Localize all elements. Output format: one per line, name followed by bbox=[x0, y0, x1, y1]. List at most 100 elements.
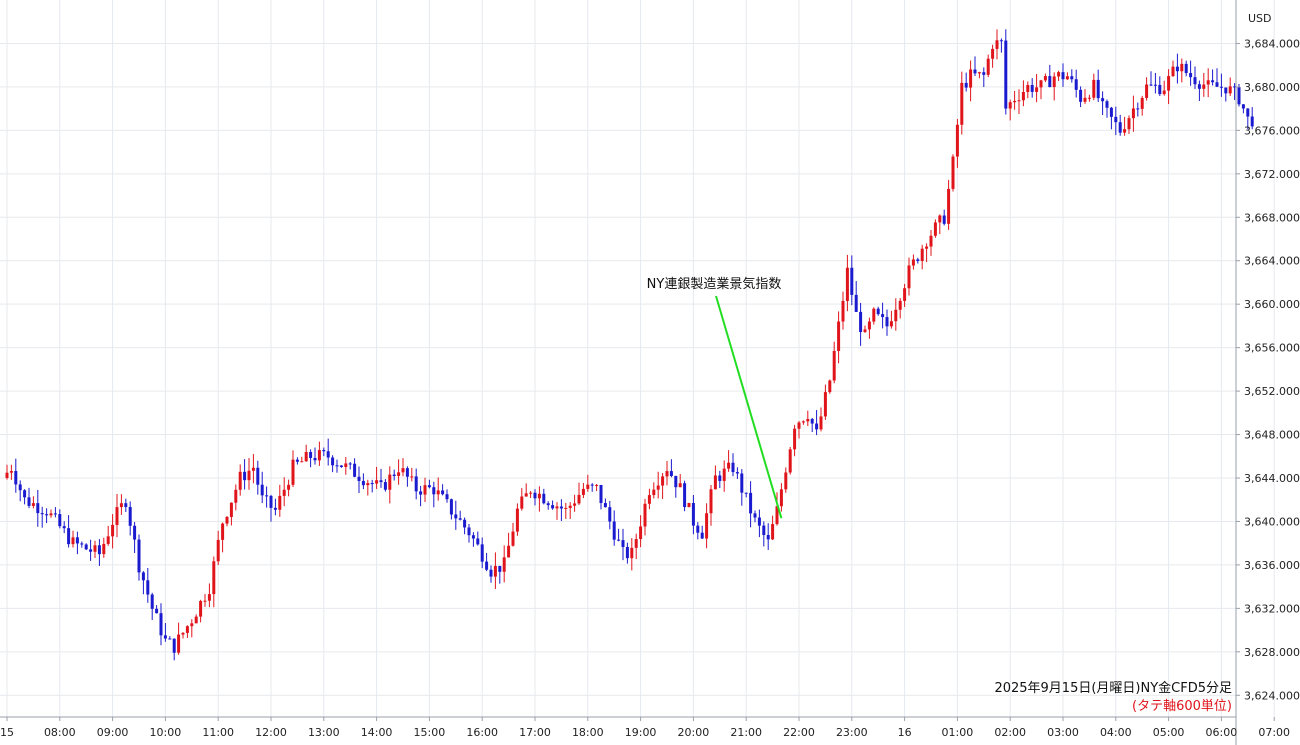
candle bbox=[999, 38, 1003, 53]
candle bbox=[977, 71, 981, 79]
candle bbox=[718, 470, 722, 489]
candle bbox=[1035, 74, 1039, 103]
candle bbox=[837, 311, 841, 364]
candle bbox=[97, 539, 101, 566]
candle bbox=[1079, 86, 1083, 108]
y-tick-label: 3,644.000 bbox=[1244, 472, 1300, 485]
candle bbox=[150, 592, 154, 621]
candle bbox=[229, 502, 233, 526]
candle bbox=[872, 307, 876, 325]
candle bbox=[432, 481, 436, 508]
candle bbox=[595, 484, 599, 492]
candle bbox=[801, 420, 805, 425]
candle bbox=[207, 583, 211, 608]
candle bbox=[493, 552, 497, 589]
candle bbox=[190, 619, 194, 638]
annotation-pointer-line bbox=[715, 295, 783, 519]
candle bbox=[119, 494, 123, 515]
candle bbox=[1061, 63, 1065, 87]
candle bbox=[1004, 29, 1008, 115]
candle bbox=[379, 468, 383, 488]
candle bbox=[951, 154, 955, 192]
candle bbox=[991, 44, 995, 68]
candle bbox=[586, 474, 590, 492]
candle bbox=[141, 571, 145, 595]
candle bbox=[1145, 77, 1149, 101]
candle bbox=[163, 623, 167, 642]
candle bbox=[212, 556, 216, 608]
x-tick-label: 02:00 bbox=[994, 726, 1026, 739]
y-tick-label: 3,636.000 bbox=[1244, 559, 1300, 572]
candle bbox=[907, 257, 911, 296]
candle bbox=[1070, 69, 1074, 83]
candle bbox=[757, 509, 761, 538]
candle bbox=[344, 457, 348, 475]
candle bbox=[247, 457, 251, 490]
candle bbox=[573, 494, 577, 512]
candle bbox=[357, 466, 361, 493]
candle bbox=[986, 54, 990, 78]
candle bbox=[155, 605, 159, 614]
candle bbox=[859, 302, 863, 346]
candle bbox=[36, 489, 40, 527]
candle bbox=[9, 464, 13, 480]
candle bbox=[647, 488, 651, 510]
candle bbox=[894, 298, 898, 331]
candle bbox=[1180, 58, 1184, 83]
candle bbox=[520, 488, 524, 511]
candle bbox=[982, 67, 986, 88]
candle bbox=[784, 467, 788, 493]
y-tick-label: 3,680.000 bbox=[1244, 81, 1300, 94]
candle bbox=[1026, 81, 1030, 99]
candle bbox=[370, 479, 374, 493]
candle bbox=[5, 464, 9, 480]
candle bbox=[515, 503, 519, 536]
candle bbox=[806, 410, 810, 426]
candle bbox=[969, 60, 973, 102]
x-tick-label: 08:00 bbox=[44, 726, 76, 739]
candle bbox=[1162, 80, 1166, 96]
x-tick-label: 11:00 bbox=[202, 726, 234, 739]
candle bbox=[23, 489, 27, 505]
x-tick-label: 12:00 bbox=[255, 726, 287, 739]
candle bbox=[630, 538, 634, 571]
candle bbox=[529, 491, 533, 498]
candle bbox=[458, 510, 462, 521]
candle bbox=[106, 525, 110, 546]
x-tick-label: 07:00 bbox=[1258, 726, 1290, 739]
candle bbox=[867, 317, 871, 339]
x-tick-label: 05:00 bbox=[1153, 726, 1185, 739]
candle bbox=[762, 521, 766, 547]
candle bbox=[828, 379, 832, 394]
candle bbox=[1123, 116, 1127, 136]
candle bbox=[696, 522, 700, 540]
candle bbox=[643, 498, 647, 536]
candle bbox=[661, 473, 665, 499]
candle bbox=[295, 457, 299, 465]
x-tick-label: 17:00 bbox=[519, 726, 551, 739]
candle bbox=[1101, 91, 1105, 116]
candle bbox=[713, 465, 717, 490]
annotation-label: NY連銀製造業景気指数 bbox=[647, 276, 782, 292]
candle bbox=[1030, 78, 1034, 98]
candle bbox=[282, 477, 286, 507]
candle bbox=[511, 522, 515, 547]
candle bbox=[749, 481, 753, 528]
candle bbox=[260, 471, 264, 504]
candle bbox=[841, 291, 845, 330]
candle bbox=[1158, 76, 1162, 97]
candle bbox=[185, 625, 189, 638]
candle bbox=[436, 477, 440, 501]
candle bbox=[388, 466, 392, 504]
candle bbox=[489, 565, 493, 583]
candle bbox=[744, 492, 748, 498]
y-tick-label: 3,684.000 bbox=[1244, 37, 1300, 50]
candle bbox=[533, 489, 537, 506]
candle bbox=[973, 56, 977, 76]
candle bbox=[172, 638, 176, 661]
candle bbox=[1241, 104, 1245, 114]
candle bbox=[251, 454, 255, 484]
x-tick-label: 23:00 bbox=[836, 726, 868, 739]
candle bbox=[1171, 60, 1175, 78]
candle bbox=[1228, 77, 1232, 97]
